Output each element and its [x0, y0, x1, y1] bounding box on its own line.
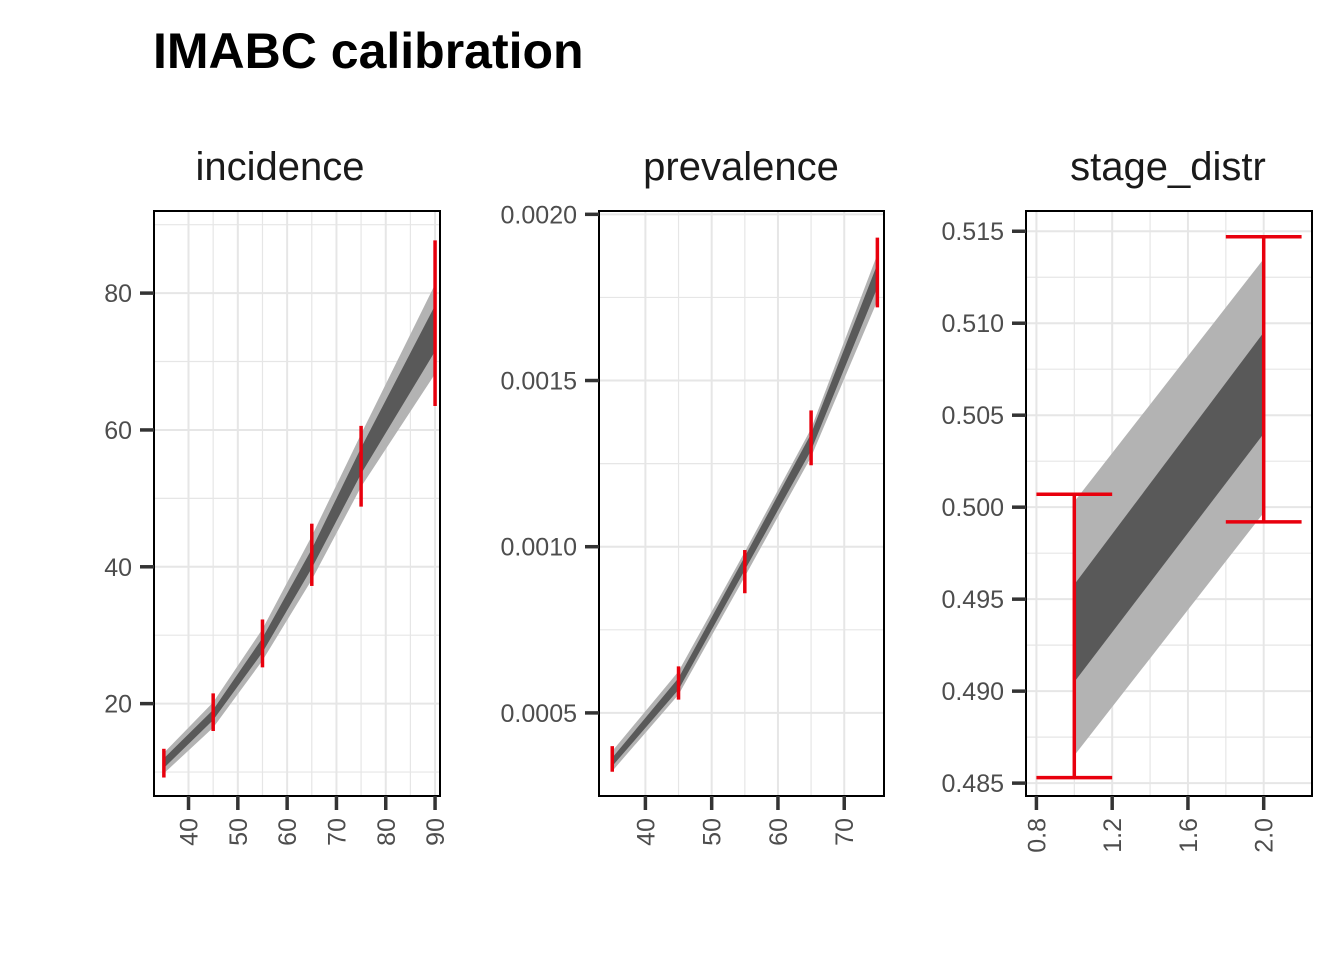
x-tick-label: 50 [699, 818, 727, 846]
x-tick-label: 0.8 [1023, 818, 1051, 853]
chart-title: IMABC calibration [153, 23, 584, 79]
panel-incidence: incidence 20 40 60 80 40 50 60 70 80 90 [104, 145, 450, 846]
y-tick-label: 0.500 [941, 494, 1004, 522]
x-tick-label: 40 [632, 818, 660, 846]
x-tick-label: 90 [422, 818, 450, 846]
y-tick-label: 0.490 [941, 678, 1004, 706]
y-tick-label: 80 [104, 280, 132, 308]
x-tick-label: 70 [831, 818, 859, 846]
x-tick-label: 80 [373, 818, 401, 846]
y-tick-label: 60 [104, 417, 132, 445]
y-tick-label: 0.0015 [501, 368, 577, 396]
inner-band [1074, 332, 1264, 682]
panel-border [598, 210, 885, 797]
panel-border [1025, 210, 1313, 797]
y-tick-label: 40 [104, 554, 132, 582]
x-tick-label: 70 [323, 818, 351, 846]
y-tick-label: 0.495 [941, 586, 1004, 614]
y-tick-label: 0.0005 [501, 700, 577, 728]
panel-border [153, 210, 441, 797]
y-tick-label: 0.510 [941, 310, 1004, 338]
y-tick-label: 0.515 [941, 218, 1004, 246]
x-tick-label: 2.0 [1251, 818, 1279, 853]
panel-strip-label: prevalence [643, 145, 839, 189]
panel-stage-distr: stage_distr 0.485 0.490 0.495 0.500 0.505 0.5… [941, 145, 1313, 853]
y-tick-label: 0.0020 [501, 201, 577, 229]
outer-band [163, 284, 436, 774]
panel-strip-label: stage_distr [1070, 145, 1266, 189]
x-tick-label: 40 [176, 818, 204, 846]
y-tick-label: 0.485 [941, 770, 1004, 798]
y-tick-label: 0.505 [941, 402, 1004, 430]
x-tick-label: 60 [765, 818, 793, 846]
y-tick-label: 0.0010 [501, 534, 577, 562]
panel-strip-label: incidence [195, 145, 364, 189]
x-tick-label: 60 [274, 818, 302, 846]
x-tick-label: 1.6 [1175, 818, 1203, 853]
panel-prevalence: prevalence 0.0005 0.0010 0.0015 0.0020 40 50 6… [501, 145, 885, 846]
x-tick-label: 1.2 [1099, 818, 1127, 853]
y-tick-label: 20 [104, 691, 132, 719]
outer-band [612, 254, 878, 772]
x-tick-label: 50 [225, 818, 253, 846]
